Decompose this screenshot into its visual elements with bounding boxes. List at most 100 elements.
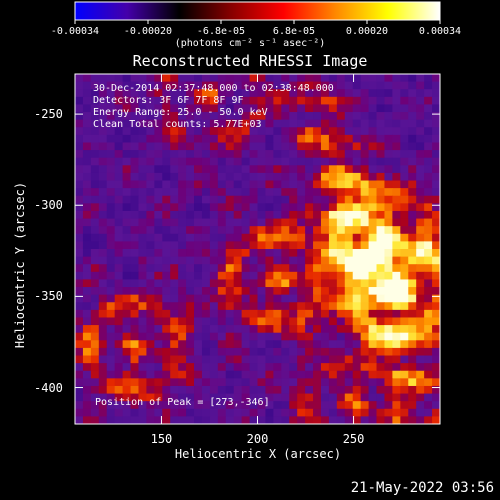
heatmap-cell <box>384 378 393 387</box>
heatmap-cell <box>122 203 132 212</box>
heatmap-cell <box>146 157 155 166</box>
heatmap-cell <box>146 142 155 151</box>
heatmap-cell <box>225 241 235 250</box>
heatmap-cell <box>225 363 235 372</box>
heatmap-cell <box>432 401 441 410</box>
heatmap-cell <box>344 378 354 387</box>
heatmap-cell <box>368 195 378 204</box>
heatmap-cell <box>98 393 108 402</box>
heatmap-cell <box>106 180 116 189</box>
heatmap-cell <box>432 256 441 265</box>
heatmap-cell <box>344 180 354 189</box>
heatmap-cell <box>320 150 330 159</box>
heatmap-cell <box>209 385 219 395</box>
heatmap-cell <box>98 210 108 220</box>
heatmap-cell <box>432 203 441 212</box>
heatmap-cell <box>408 309 417 318</box>
heatmap-cell <box>162 134 171 143</box>
heatmap-cell <box>186 401 195 410</box>
heatmap-cell <box>289 370 298 379</box>
heatmap-cell <box>98 287 108 296</box>
chart-title: Reconstructed RHESSI Image <box>132 52 368 70</box>
heatmap-cell <box>265 210 274 220</box>
heatmap-cell <box>305 287 314 296</box>
heatmap-cell <box>194 340 203 349</box>
heatmap-cell <box>416 134 425 143</box>
heatmap-cell <box>241 112 251 121</box>
heatmap-cell <box>114 363 124 372</box>
heatmap-cell <box>328 340 338 349</box>
heatmap-cell <box>328 233 338 242</box>
heatmap-cell <box>360 195 370 204</box>
heatmap-cell <box>305 218 314 227</box>
heatmap-cell <box>368 408 378 417</box>
heatmap-cell <box>432 195 441 204</box>
heatmap-cell <box>217 226 227 235</box>
heatmap-cell <box>233 81 243 90</box>
heatmap-cell <box>162 188 171 197</box>
heatmap-cell <box>432 378 441 387</box>
heatmap-cell <box>313 370 322 379</box>
heatmap-cell <box>352 332 362 341</box>
heatmap-cell <box>233 134 243 143</box>
heatmap-cell <box>297 309 306 318</box>
heatmap-cell <box>376 385 385 395</box>
heatmap-cell <box>106 378 116 387</box>
heatmap-cell <box>130 264 139 273</box>
heatmap-cell <box>170 401 179 410</box>
heatmap-cell <box>82 165 92 174</box>
heatmap-cell <box>130 134 139 143</box>
heatmap-cell <box>209 302 219 311</box>
heatmap-cell <box>297 393 306 402</box>
heatmap-cell <box>75 165 84 174</box>
heatmap-cell <box>328 172 338 182</box>
heatmap-cell <box>138 188 147 197</box>
heatmap-cell <box>416 279 425 288</box>
heatmap-cell <box>281 363 290 372</box>
heatmap-cell <box>368 393 378 402</box>
heatmap-cell <box>328 210 338 220</box>
heatmap-cell <box>186 210 195 220</box>
heatmap-cell <box>297 249 306 258</box>
heatmap-cell <box>209 172 219 182</box>
heatmap-cell <box>384 150 393 159</box>
heatmap-cell <box>225 74 235 83</box>
heatmap-cell <box>273 150 282 159</box>
heatmap-cell <box>233 150 243 159</box>
heatmap-cell <box>241 370 251 379</box>
heatmap-cell <box>122 294 132 303</box>
heatmap-cell <box>114 287 124 296</box>
heatmap-cell <box>313 188 322 197</box>
heatmap-cell <box>225 256 235 265</box>
heatmap-cell <box>281 287 290 296</box>
heatmap-cell <box>408 112 417 121</box>
heatmap-cell <box>82 134 92 143</box>
heatmap-cell <box>122 287 132 296</box>
heatmap-cell <box>114 218 124 227</box>
heatmap-cell <box>194 195 203 204</box>
heatmap-cell <box>376 408 385 417</box>
heatmap-cell <box>408 74 417 83</box>
heatmap-cell <box>114 203 124 212</box>
heatmap-cell <box>265 89 274 98</box>
heatmap-cell <box>241 385 251 395</box>
heatmap-cell <box>257 157 266 166</box>
heatmap-cell <box>336 157 346 166</box>
heatmap-cell <box>225 302 235 311</box>
heatmap-cell <box>106 226 116 235</box>
heatmap-cell <box>305 385 314 395</box>
heatmap-cell <box>75 134 84 143</box>
heatmap-cell <box>360 416 370 425</box>
heatmap-cell <box>344 385 354 395</box>
heatmap-cell <box>75 195 84 204</box>
heatmap-cell <box>82 89 92 98</box>
heatmap-cell <box>408 264 417 273</box>
heatmap-cell <box>75 287 84 296</box>
heatmap-cell <box>194 241 203 250</box>
heatmap-cell <box>186 287 195 296</box>
heatmap-cell <box>90 188 100 197</box>
heatmap-cell <box>328 256 338 265</box>
heatmap-cell <box>265 172 274 182</box>
heatmap-cell <box>122 325 132 334</box>
heatmap-cell <box>114 309 124 318</box>
